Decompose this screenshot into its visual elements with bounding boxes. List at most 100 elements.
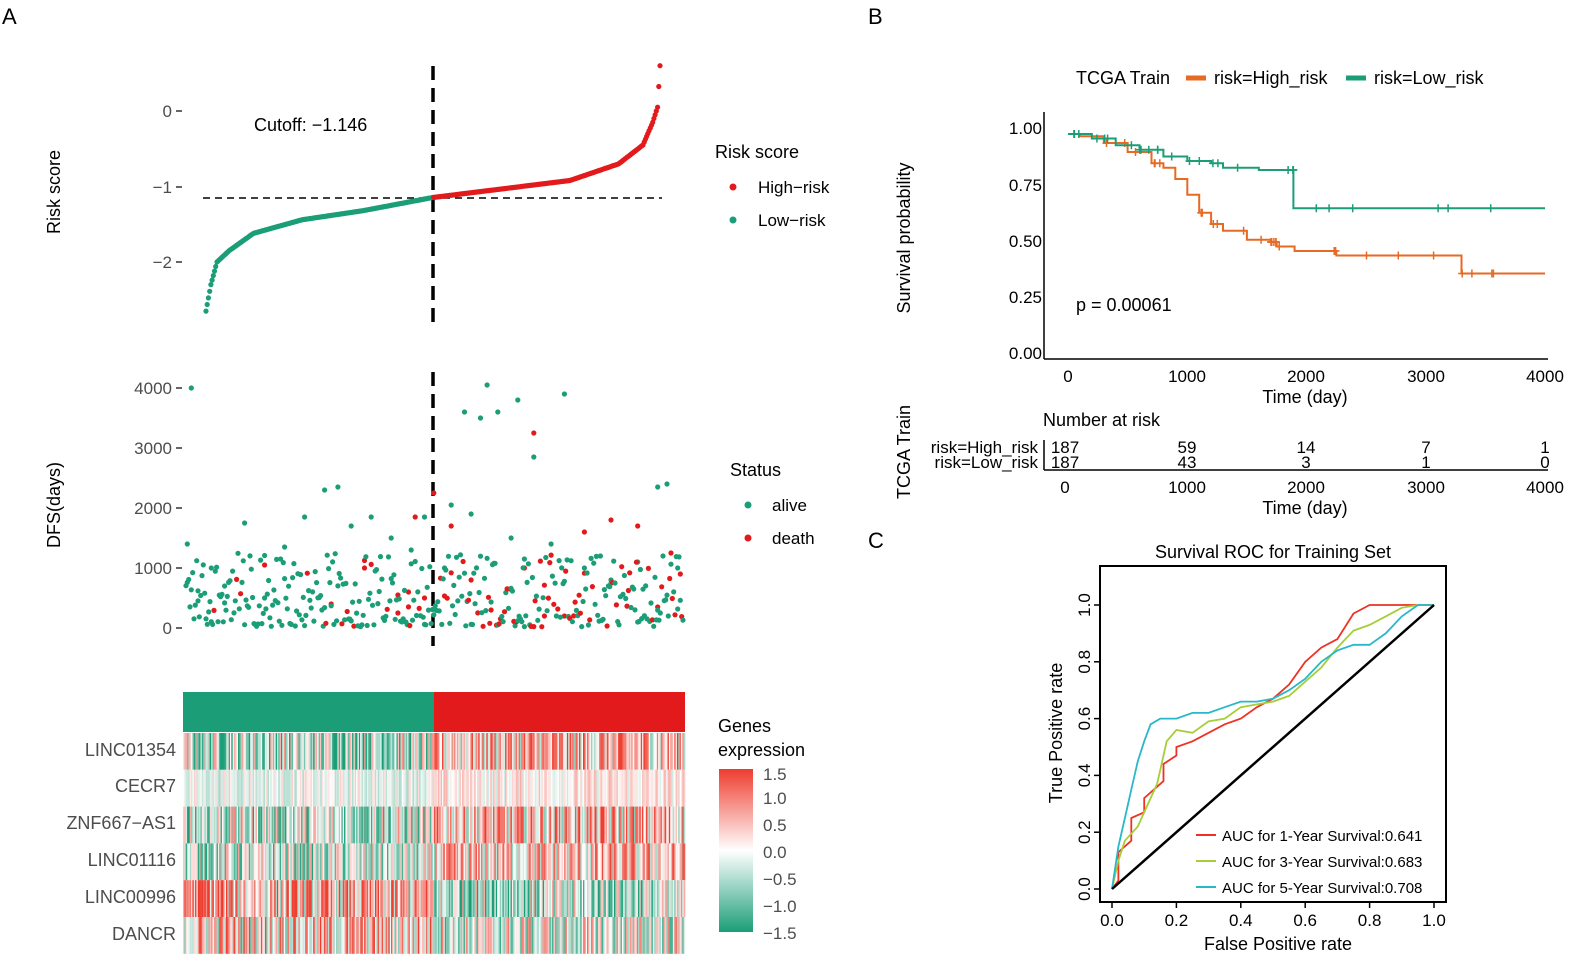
heat-cell (585, 917, 588, 954)
heat-cell (454, 769, 456, 807)
dfs-point-alive (515, 397, 521, 403)
risk-point (655, 104, 661, 110)
heat-cell (607, 917, 609, 954)
heat-cell (291, 806, 294, 844)
heat-cell (197, 733, 200, 770)
heat-cell (244, 917, 247, 954)
heat-cell (289, 880, 291, 917)
heat-cell (286, 880, 288, 917)
heat-cell (185, 733, 188, 770)
heat-cell (633, 917, 636, 954)
heat-cell (580, 917, 582, 954)
dfs-point-death (537, 558, 544, 564)
heat-cell (287, 769, 290, 807)
km-ytick-0.25: 0.25 (1009, 288, 1042, 307)
heat-cell (204, 843, 207, 881)
heat-cell (231, 843, 233, 881)
heat-cell (396, 917, 399, 954)
heat-cell (268, 880, 271, 917)
heat-cell (436, 917, 439, 954)
heat-cell (450, 917, 452, 954)
km-xtick-0: 0 (1063, 367, 1072, 386)
km-censor-mark (1429, 251, 1438, 260)
heat-cell (438, 733, 440, 770)
dfs-point-alive (668, 561, 674, 567)
gene-label-4: LINC01116 (88, 850, 176, 870)
heat-cell (582, 806, 585, 844)
heat-cell (589, 806, 592, 844)
heat-cell (382, 917, 385, 954)
heat-cell (605, 733, 608, 770)
heat-cell (438, 769, 440, 807)
heat-cell (262, 917, 264, 954)
heat-cell (582, 880, 585, 917)
heat-cell (421, 917, 424, 954)
heat-cell (287, 806, 290, 844)
heat-cell (671, 843, 674, 881)
heat-cell (420, 769, 423, 807)
heat-cell (231, 733, 233, 770)
heat-cell (360, 843, 362, 881)
heat-cell (617, 917, 620, 954)
heat-cell (600, 733, 603, 770)
dfs-point-alive (282, 544, 288, 550)
heat-cell (252, 880, 255, 917)
heat-cell (405, 733, 408, 770)
heat-cell (282, 917, 284, 954)
heat-cell (250, 806, 252, 844)
heat-cell (607, 733, 609, 770)
heat-cell (319, 917, 322, 954)
heat-cell (536, 843, 538, 881)
heat-cell (667, 917, 670, 954)
heat-cell (611, 733, 613, 770)
heat-cell (428, 806, 431, 844)
heat-cell (490, 733, 493, 770)
heat-cell (625, 733, 628, 770)
roc-xtick-label: 0.8 (1358, 911, 1382, 930)
heat-cell (540, 806, 542, 844)
heat-cell (279, 843, 282, 881)
heat-cell (382, 843, 385, 881)
heat-cell (515, 880, 518, 917)
heat-cell (438, 843, 440, 881)
heat-cell (587, 769, 589, 807)
dfs-point-alive (451, 582, 457, 589)
heat-cell (219, 733, 221, 770)
heat-cell (470, 843, 472, 881)
gene-label-6: DANCR (112, 924, 176, 944)
heat-cell (385, 880, 388, 917)
heat-cell (619, 806, 621, 844)
heat-cell (321, 769, 323, 807)
dfs-point-alive (322, 605, 328, 611)
dfs-point-alive (263, 606, 269, 612)
heat-cell (250, 880, 252, 917)
heat-cell (511, 733, 514, 770)
heat-cell (345, 769, 348, 807)
dfs-point-alive (280, 560, 286, 566)
heat-cell (580, 806, 582, 844)
heat-cell (444, 843, 447, 881)
heat-cell (682, 917, 684, 954)
heat-cell (675, 843, 678, 881)
heat-cell (629, 769, 632, 807)
heat-cell (428, 769, 431, 807)
dfs-point-alive (264, 591, 270, 597)
heat-cell (650, 917, 652, 954)
heat-cell (503, 843, 506, 881)
heat-cell (651, 917, 654, 954)
heat-cell (608, 806, 611, 844)
heat-cell (191, 843, 193, 881)
heat-cell (279, 769, 282, 807)
heat-cell (416, 769, 419, 807)
km-censor-mark (1444, 204, 1453, 213)
heat-cell (678, 880, 680, 917)
heat-cell (255, 769, 258, 807)
km-xtick-3000: 3000 (1407, 367, 1445, 386)
dfs-point-alive (675, 565, 681, 571)
dfs-point-alive (553, 613, 560, 619)
km-censor-mark (1195, 157, 1204, 165)
heat-cell (407, 843, 409, 881)
heat-cell (442, 917, 444, 954)
dfs-point-alive (343, 580, 349, 587)
heat-cell (258, 843, 260, 881)
